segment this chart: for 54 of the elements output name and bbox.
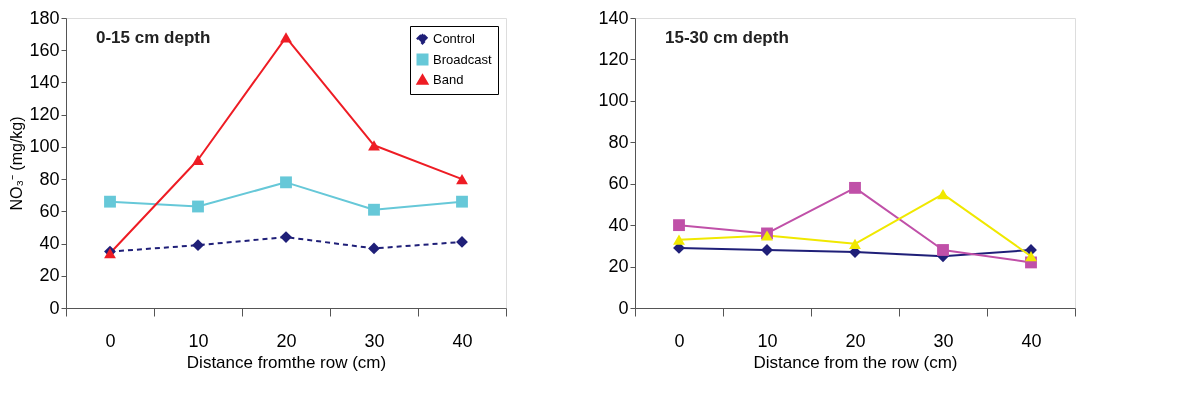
x-tick-label: 30 <box>933 330 954 351</box>
x-tick-label: 20 <box>276 330 297 351</box>
point <box>937 244 949 256</box>
point <box>368 242 380 255</box>
text: 15-30 cm depth <box>665 28 789 47</box>
point <box>192 239 204 252</box>
legend-label: Band <box>433 71 464 87</box>
y-tick-label: 40 <box>39 233 60 254</box>
y-tick-label: 60 <box>39 200 60 221</box>
point <box>1025 251 1037 262</box>
y-axis-title: NO₃⁻ (mg/kg) <box>8 116 26 211</box>
text: 0-15 cm depth <box>96 28 211 47</box>
x-tick-label: 0 <box>105 330 116 351</box>
y-tick-label: 100 <box>29 136 60 157</box>
point <box>368 203 380 216</box>
x-tick-label: 40 <box>1021 330 1042 351</box>
point <box>104 195 116 208</box>
x-tick-label: 20 <box>845 330 866 351</box>
point <box>456 195 468 208</box>
x-tick-label: 40 <box>452 330 473 351</box>
y-tick-label: 160 <box>29 39 60 60</box>
point <box>192 154 204 165</box>
x-tick-label: 10 <box>188 330 209 351</box>
y-tick-label: 60 <box>608 173 629 194</box>
y-tick-label: 20 <box>608 256 629 277</box>
y-tick-label: 140 <box>598 7 629 28</box>
legend-label: Broadcast <box>433 51 492 67</box>
point <box>849 181 861 194</box>
x-tick-label: 30 <box>364 330 385 351</box>
x-tick-label: 10 <box>757 330 778 351</box>
point <box>456 173 468 185</box>
y-tick-label: 140 <box>29 71 60 92</box>
point <box>673 234 685 245</box>
y-tick-label: 180 <box>29 7 60 28</box>
point <box>368 140 380 151</box>
y-tick-label: 80 <box>39 168 60 189</box>
x-axis-title: Distance fromthe row (cm) <box>186 352 387 372</box>
y-tick-label: 0 <box>49 297 60 318</box>
y-tick-label: 100 <box>598 90 629 111</box>
point <box>937 188 949 200</box>
y-tick-label: 80 <box>608 131 629 152</box>
x-axis-title: Distance from the row (cm) <box>753 352 958 372</box>
point <box>280 231 292 244</box>
y-tick-label: 120 <box>598 48 629 69</box>
point <box>673 219 685 232</box>
y-tick-label: 40 <box>608 214 629 235</box>
point <box>192 200 204 213</box>
x-tick-label: 0 <box>674 330 685 351</box>
y-tick-label: 120 <box>29 104 60 125</box>
point <box>849 238 861 249</box>
legend-label: Control <box>433 30 476 46</box>
point <box>280 176 292 189</box>
y-tick-label: 0 <box>618 297 629 318</box>
y-tick-label: 20 <box>39 265 60 286</box>
